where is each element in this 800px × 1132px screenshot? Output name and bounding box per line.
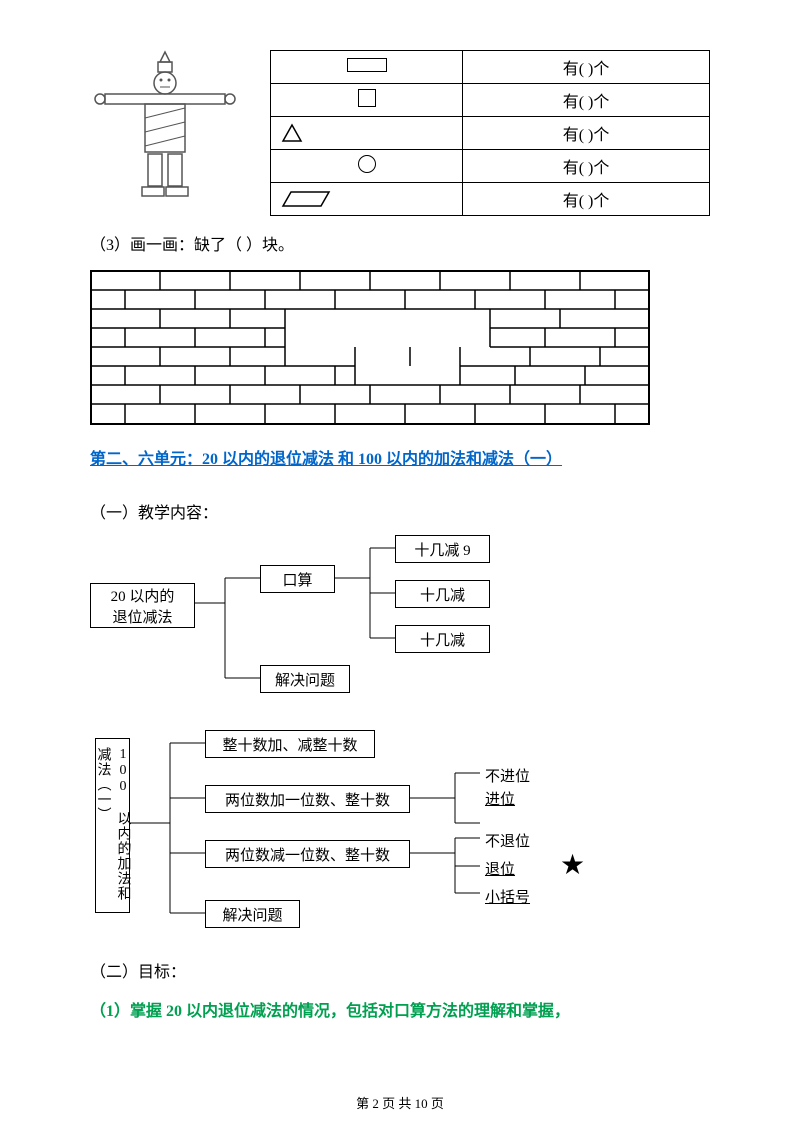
count-cell: 有( )个 xyxy=(463,183,710,216)
diagram1-calc-box: 口算 xyxy=(260,565,335,593)
shape-square-cell xyxy=(271,84,463,117)
top-figure-section: 有( )个 有( )个 有( )个 有( )个 有( )个 xyxy=(90,50,710,216)
table-row: 有( )个 xyxy=(271,117,710,150)
triangle-icon xyxy=(281,123,303,143)
section-title-link: 第二、六单元：20 以内的退位减法 和 100 以内的加法和减法（一） xyxy=(90,445,710,469)
robot-figure xyxy=(90,50,240,200)
label-noborrow: 不退位 xyxy=(485,830,530,851)
shape-triangle-cell xyxy=(271,117,463,150)
table-row: 有( )个 xyxy=(271,51,710,84)
table-row: 有( )个 xyxy=(271,183,710,216)
shape-rectangle-cell xyxy=(271,51,463,84)
diagram2-node4-box: 解决问题 xyxy=(205,900,300,928)
count-cell: 有( )个 xyxy=(463,84,710,117)
diagram1-leaf2-box: 十几减 xyxy=(395,580,490,608)
label-nocarry: 不进位 xyxy=(485,765,530,786)
diagram-2: 100 以内的加法和减法（一） 整十数加、减整十数 两位数加一位数、整十数 两位… xyxy=(90,728,710,938)
subsection-2-heading: （二）目标： xyxy=(90,958,710,982)
count-cell: 有( )个 xyxy=(463,150,710,183)
diagram2-node1-box: 整十数加、减整十数 xyxy=(205,730,375,758)
label-bracket: 小括号 xyxy=(485,886,530,907)
page-footer: 第 2 页 共 10 页 xyxy=(0,1093,800,1112)
circle-icon xyxy=(358,155,376,173)
diagram2-root-box: 100 以内的加法和减法（一） xyxy=(95,738,130,913)
diagram-2-connectors xyxy=(90,728,690,938)
diagram-1: 20 以内的 退位减法 口算 解决问题 十几减 9 十几减 十几减 xyxy=(90,533,710,723)
count-cell: 有( )个 xyxy=(463,51,710,84)
shape-parallelogram-cell xyxy=(271,183,463,216)
label-carry: 进位 xyxy=(485,788,515,809)
diagram2-node3-box: 两位数减一位数、整十数 xyxy=(205,840,410,868)
subsection-1-heading: （一）教学内容： xyxy=(90,499,710,523)
rectangle-icon xyxy=(347,58,387,72)
table-row: 有( )个 xyxy=(271,84,710,117)
parallelogram-icon xyxy=(281,190,331,208)
star-icon: ★ xyxy=(560,848,585,882)
diagram1-solve-box: 解决问题 xyxy=(260,665,350,693)
count-cell: 有( )个 xyxy=(463,117,710,150)
diagram-1-connectors xyxy=(90,533,650,723)
diagram1-leaf3-box: 十几减 xyxy=(395,625,490,653)
brick-wall-figure xyxy=(90,270,650,425)
question-3-text: （3）画一画：缺了（ ）块。 xyxy=(90,231,710,255)
shape-count-table: 有( )个 有( )个 有( )个 有( )个 有( )个 xyxy=(270,50,710,216)
square-icon xyxy=(358,89,376,107)
goal-1-text: （1）掌握 20 以内退位减法的情况，包括对口算方法的理解和掌握， xyxy=(90,997,710,1021)
diagram1-leaf1-box: 十几减 9 xyxy=(395,535,490,563)
diagram2-node2-box: 两位数加一位数、整十数 xyxy=(205,785,410,813)
shape-circle-cell xyxy=(271,150,463,183)
label-borrow: 退位 xyxy=(485,858,515,879)
diagram1-root-box: 20 以内的 退位减法 xyxy=(90,583,195,628)
table-row: 有( )个 xyxy=(271,150,710,183)
